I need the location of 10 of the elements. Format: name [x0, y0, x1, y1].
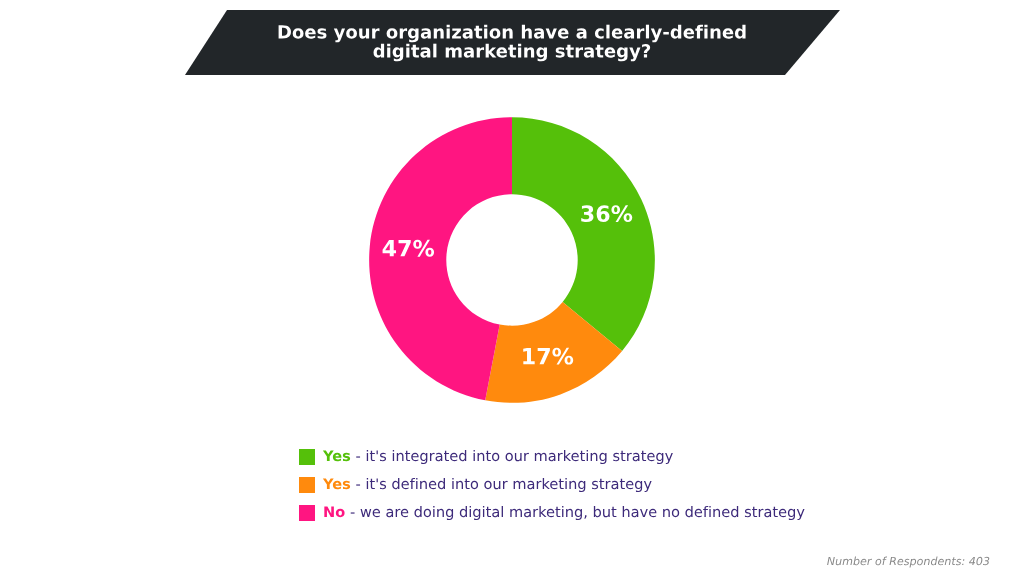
legend-label: No - we are doing digital marketing, but have no defined strategy: [324, 505, 805, 521]
data-label: 36%: [581, 205, 633, 223]
legend-label: Yes - it's defined into our marketing strategy: [322, 477, 652, 493]
data-label: 17%: [523, 347, 574, 365]
donut-slice: [485, 301, 623, 403]
donut-slice: [369, 117, 512, 401]
data-label: 47%: [382, 239, 435, 257]
legend-label: Yes - it's integrated into our marketing strategy: [322, 449, 673, 465]
chart-title: Does your organization have a clearly-defined digital marketing strategy?: [278, 24, 746, 62]
text: Number of Respondents: 403: [827, 556, 990, 568]
